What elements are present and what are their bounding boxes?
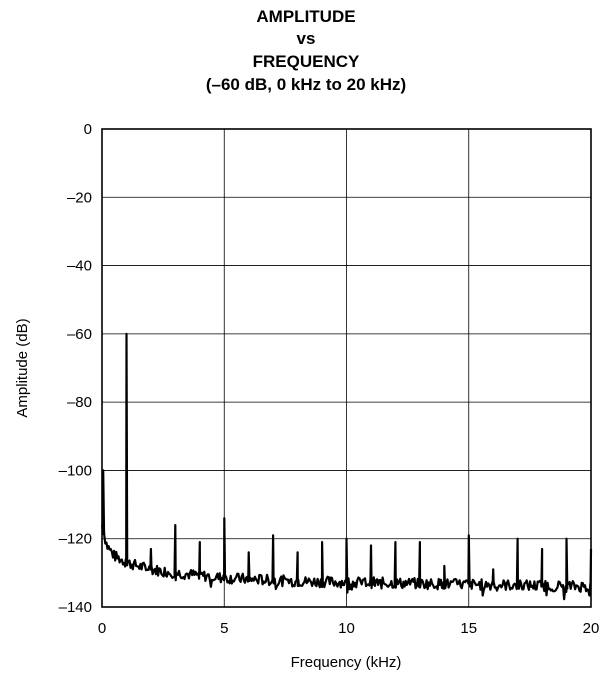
y-axis-label: Amplitude (dB) (14, 318, 31, 417)
x-tick-label: 5 (220, 620, 228, 637)
y-tick-label: 0 (84, 121, 92, 138)
y-tick-label: –60 (67, 326, 92, 343)
title-line-2: vs (297, 29, 316, 48)
y-tick-label: –140 (59, 599, 92, 616)
y-tick-label: –80 (67, 394, 92, 411)
y-axis-ticks: 0 –20 –40 –60 –80 –100 –120 –140 (59, 121, 92, 616)
plot-frame (101, 128, 592, 608)
x-tick-label: 15 (460, 620, 477, 637)
y-tick-label: –120 (59, 531, 92, 548)
title-line-3: FREQUENCY (253, 52, 360, 71)
x-axis-ticks: 0 5 10 15 20 (98, 620, 600, 637)
title-line-1: AMPLITUDE (256, 7, 355, 26)
x-tick-label: 20 (583, 620, 600, 637)
x-axis-label: Frequency (kHz) (291, 654, 402, 671)
y-tick-label: –100 (59, 462, 92, 479)
amplitude-trace (100, 332, 593, 601)
title-line-4: (–60 dB, 0 kHz to 20 kHz) (206, 75, 406, 94)
x-tick-label: 0 (98, 620, 106, 637)
y-tick-label: –20 (67, 189, 92, 206)
x-tick-label: 10 (338, 620, 355, 637)
y-tick-label: –40 (67, 258, 92, 275)
chart-title: AMPLITUDE vs FREQUENCY (–60 dB, 0 kHz to… (206, 7, 406, 94)
